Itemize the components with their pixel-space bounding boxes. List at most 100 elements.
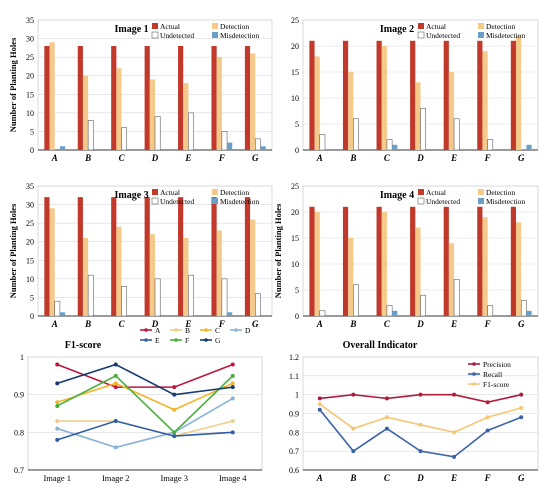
x-tick-label: Image 1 (43, 473, 71, 483)
bar-undetected-D (154, 278, 161, 317)
legend-label: Actual (426, 22, 446, 31)
bar-detection-G (516, 35, 522, 150)
bar-actual-C (111, 197, 117, 316)
bar-detection-B (82, 238, 89, 316)
series-line-D (57, 397, 234, 449)
bar-undetected-F (221, 131, 228, 151)
bar-detection-B (348, 72, 354, 150)
legend-marker-D (234, 328, 238, 332)
point-precision-A (317, 396, 322, 401)
point-precision-B (351, 392, 356, 397)
bar-actual-B (77, 197, 83, 316)
y-axis-label: Number of Planting Holes (8, 37, 18, 132)
bar-misdetection-G (526, 144, 532, 150)
bar-undetected-E (453, 279, 460, 317)
bar-misdetection-F (227, 312, 233, 316)
bar-panel-2: 0 5 10 15 20 25 A B C D E F G Image 2 Actual Detection U… (291, 16, 539, 163)
legend-label: Undetected (160, 31, 194, 40)
bar-detection-F (216, 230, 222, 316)
point-f1-score-B (351, 426, 356, 431)
legend-swatch-detection (478, 23, 484, 29)
bar-detection-A (314, 212, 320, 316)
x-tick-label: B (84, 153, 91, 163)
bar-undetected-B (353, 118, 359, 151)
bar-actual-B (77, 46, 83, 150)
legend-swatch-actual (418, 23, 424, 29)
bar-detection-B (348, 238, 354, 316)
x-tick-label: F (218, 153, 225, 163)
bar-undetected-A (319, 134, 326, 151)
bar-undetected-C (121, 127, 128, 151)
bar-detection-C (116, 226, 122, 316)
bar-actual-F (477, 40, 483, 150)
legend-swatch-misdetection (212, 32, 218, 38)
y-tick-label: 5 (295, 286, 299, 295)
point-recall-D (418, 449, 423, 454)
bar-actual-D (410, 206, 416, 316)
point-A-4 (230, 362, 235, 367)
legend-label: D (245, 326, 251, 335)
y-tick-label: 5 (295, 120, 299, 129)
legend-swatch-actual (152, 23, 158, 29)
bar-actual-E (443, 40, 449, 150)
legend-marker-E (144, 338, 148, 342)
bar-detection-A (49, 208, 55, 316)
y-tick-label: 10 (26, 109, 34, 118)
x-tick-label: F (484, 319, 491, 329)
x-tick-label: E (450, 319, 457, 329)
bar-misdetection-G (526, 310, 532, 316)
x-tick-label: G (518, 153, 525, 163)
y-tick-label: 0.8 (289, 428, 299, 437)
bar-actual-C (376, 206, 382, 316)
x-tick-label: A (316, 473, 323, 483)
bar-undetected-C (386, 139, 393, 151)
point-f1-score-C (384, 415, 389, 420)
bar-detection-B (82, 75, 89, 150)
point-recall-B (351, 449, 356, 454)
legend-label: Recall (483, 370, 502, 379)
bar-detection-C (381, 46, 387, 150)
bar-undetected-B (87, 120, 94, 151)
bar-undetected-A (54, 300, 61, 317)
bar-actual-E (443, 206, 449, 316)
y-axis-label: Number of Planting Holes (273, 203, 283, 298)
x-tick-label: B (349, 319, 356, 329)
x-tick-label: Image 3 (160, 473, 188, 483)
y-axis-label: Number of Planting Holes (8, 203, 18, 298)
bar-undetected-F (487, 305, 494, 317)
bar-undetected-E (453, 118, 460, 151)
legend-marker-C (204, 328, 208, 332)
x-tick-label: E (184, 153, 191, 163)
x-tick-label: B (84, 319, 91, 329)
x-tick-label: E (184, 319, 191, 329)
point-recall-F (485, 428, 490, 433)
point-recall-E (452, 454, 457, 459)
legend-swatch-detection (212, 189, 218, 195)
bar-undetected-E (188, 112, 194, 151)
x-tick-label: E (450, 473, 457, 483)
point-E-3 (172, 434, 177, 439)
bar-misdetection-A (59, 146, 66, 150)
y-tick-label: 25 (26, 53, 34, 62)
y-tick-label: 10 (291, 260, 299, 269)
bar-detection-C (381, 212, 387, 316)
series-line-F (56, 374, 234, 434)
series-line-C (57, 382, 234, 411)
bar-actual-G (510, 206, 517, 316)
legend-swatch-undetected (151, 31, 159, 39)
legend-marker-A (144, 328, 148, 332)
bar-detection-E (183, 83, 189, 150)
x-tick-label: G (252, 319, 259, 329)
bar-undetected-G (255, 293, 261, 317)
bar-undetected-F (487, 139, 494, 151)
y-tick-label: 30 (26, 35, 34, 44)
y-tick-label: 0.8 (14, 428, 24, 437)
point-G-3 (172, 392, 177, 397)
legend-label: Misdetection (486, 31, 525, 40)
point-A-2 (113, 385, 118, 390)
bar-actual-F (211, 197, 217, 316)
x-tick-label: A (316, 153, 323, 163)
y-tick-label: 15 (291, 234, 299, 243)
bar-actual-A (44, 197, 50, 316)
